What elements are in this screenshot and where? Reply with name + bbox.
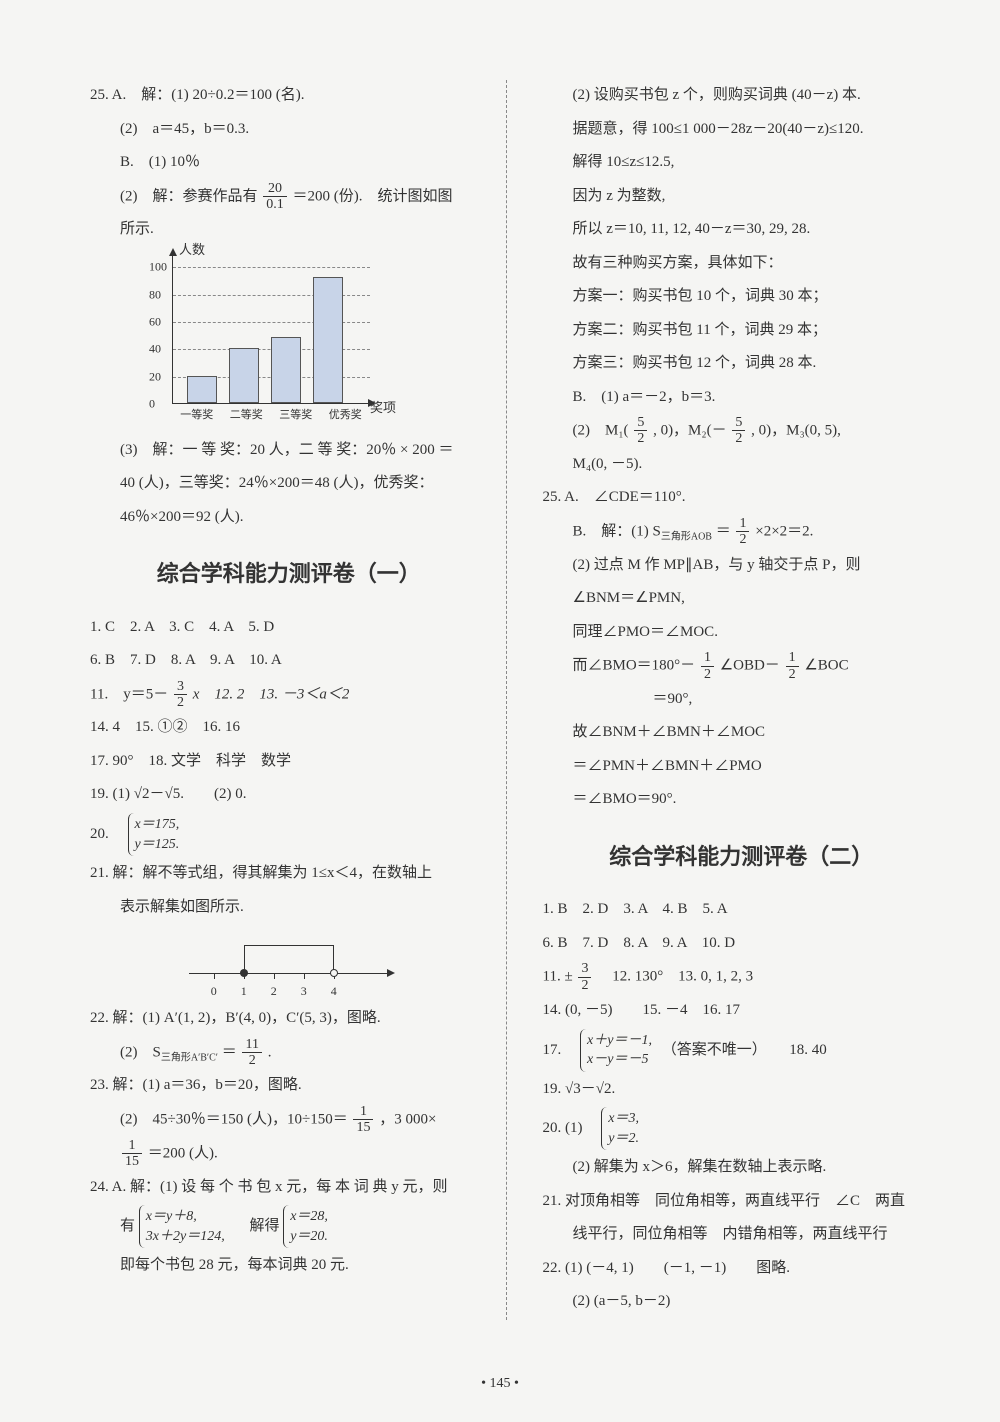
s1-q22a: 22. 解：(1) A′(1, 2)，B′(4, 0)，C′(5, 3)，图略. xyxy=(90,1003,488,1035)
r11: (2) M₁( 52 , 0)，M₂(－ 52 , 0)，M₃(0, 5), xyxy=(543,415,941,447)
r6: 故有三种购买方案，具体如下： xyxy=(543,248,941,280)
r3: 解得 10≤z≤12.5, xyxy=(543,147,941,179)
left-column: 25. A. 解：(1) 20÷0.2＝100 (名). (2) a＝45，b＝… xyxy=(90,80,507,1320)
fraction: 20 0.1 xyxy=(263,181,287,213)
r25a: 25. A. ∠CDE＝110°. xyxy=(543,482,941,514)
r25j: ＝∠BMO＝90°. xyxy=(543,784,941,816)
r8: 方案二：购买书包 11 个，词典 29 本； xyxy=(543,315,941,347)
numline-bracket xyxy=(244,945,334,973)
r25f: 而∠BMO＝180°－ 12 ∠OBD－ 12 ∠BOC xyxy=(543,650,941,682)
chart-area: 人数 奖项 204060801000 xyxy=(172,254,370,404)
page-number: • 145 • xyxy=(481,1376,519,1392)
s1-q14: 14. 4 15. ①② 16. 16 xyxy=(90,712,488,744)
r25h: 故∠BNM＋∠BMN＋∠MOC xyxy=(543,717,941,749)
r25d: ∠BNM＝∠PMN, xyxy=(543,583,941,615)
r4: 因为 z 为整数, xyxy=(543,181,941,213)
s1-q21b: 表示解集如图所示. xyxy=(90,892,488,924)
r12: M₄(0, －5). xyxy=(543,449,941,481)
bar-1 xyxy=(229,348,259,403)
q25-a-1: 25. A. 解：(1) 20÷0.2＝100 (名). xyxy=(90,80,488,112)
numline-axis xyxy=(189,973,389,974)
s1-q21a: 21. 解：解不等式组，得其解集为 1≤x＜4，在数轴上 xyxy=(90,858,488,890)
s1-q19: 19. (1) √2－√5. (2) 0. xyxy=(90,779,488,811)
s2-q11: 11. ± 32 12. 130° 13. 0, 1, 2, 3 xyxy=(543,961,941,993)
s1-q24a: 24. A. 解：(1) 设 每 个 书 包 x 元，每 本 词 典 y 元，则 xyxy=(90,1172,488,1204)
r2: 据题意，得 100≤1 000－28z－20(40－z)≤120. xyxy=(543,114,941,146)
r25c: (2) 过点 M 作 MP∥AB，与 y 轴交于点 P，则 xyxy=(543,550,941,582)
s1-row1: 1. C 2. A 3. C 4. A 5. D xyxy=(90,612,488,644)
q25-3a: (3) 解：一 等 奖：20 人，二 等 奖：20％ × 200 ＝ xyxy=(90,435,488,467)
s1-q22b: (2) S三角形A′B′C′ ＝ 112 . xyxy=(90,1037,488,1069)
r10: B. (1) a＝－2，b＝3. xyxy=(543,382,941,414)
r5: 所以 z＝10, 11, 12, 40－z＝30, 29, 28. xyxy=(543,214,941,246)
q25-b-1: B. (1) 10％ xyxy=(90,147,488,179)
s2-q20: 20. (1) x＝3, y＝2. xyxy=(543,1107,941,1150)
x-labels: 一等奖二等奖三等奖优秀奖 xyxy=(172,404,370,427)
s2-q19: 19. √3－√2. xyxy=(543,1074,941,1106)
s2-q21a: 21. 对顶角相等 同位角相等，两直线平行 ∠C 两直 xyxy=(543,1186,941,1218)
s1-q23b: (2) 45÷30％＝150 (人)，10÷150＝ 115 ，3 000× xyxy=(90,1104,488,1136)
s2-row1: 1. B 2. D 3. A 4. B 5. A xyxy=(543,894,941,926)
r25e: 同理∠PMO＝∠MOC. xyxy=(543,617,941,649)
q25-3c: 46％×200＝92 (人). xyxy=(90,502,488,534)
s2-row2: 6. B 7. D 8. A 9. A 10. D xyxy=(543,928,941,960)
s2-q22b: (2) (a－5, b－2) xyxy=(543,1286,941,1318)
s2-q17: 17. x＋y＝－1, x－y＝－5 （答案不唯一） 18. 40 xyxy=(543,1029,941,1072)
q25-a-2: (2) a＝45，b＝0.3. xyxy=(90,114,488,146)
s1-row2: 6. B 7. D 8. A 9. A 10. A xyxy=(90,645,488,677)
s1-q23a: 23. 解：(1) a＝36，b＝20，图略. xyxy=(90,1070,488,1102)
s2-q20b: (2) 解集为 x＞6，解集在数轴上表示略. xyxy=(543,1152,941,1184)
x-axis-title: 奖项 xyxy=(370,394,396,421)
s1-q11: 11. y＝5－ 32 x 12. 2 13. －3＜a＜2 xyxy=(90,679,488,711)
section-1-title: 综合学科能力测评卷（一） xyxy=(90,551,488,597)
r25i: ＝∠PMN＋∠BMN＋∠PMO xyxy=(543,751,941,783)
bar-3 xyxy=(313,277,343,402)
s1-q24c: 即每个书包 28 元，每本词典 20 元. xyxy=(90,1250,488,1282)
bar-2 xyxy=(271,337,301,402)
s1-q17: 17. 90° 18. 文学 科学 数学 xyxy=(90,746,488,778)
r25b: B. 解：(1) S三角形AOB ＝ 12 ×2×2＝2. xyxy=(543,516,941,548)
s1-q23c: 115 ＝200 (人). xyxy=(90,1138,488,1170)
s1-q20: 20. x＝175, y＝125. xyxy=(90,813,488,856)
r9: 方案三：购买书包 12 个，词典 28 本. xyxy=(543,348,941,380)
s2-q21b: 线平行，同位角相等 内错角相等，两直线平行 xyxy=(543,1219,941,1251)
s2-q14: 14. (0, －5) 15. －4 16. 17 xyxy=(543,995,941,1027)
s1-q24b: 有 x＝y＋8, 3x＋2y＝124, 解得 x＝28, y＝20. xyxy=(90,1205,488,1248)
brace: x＝175, y＝125. xyxy=(128,813,186,856)
y-axis-title: 人数 xyxy=(179,236,205,263)
number-line: 01234 xyxy=(189,933,389,993)
q25-3b: 40 (人)，三等奖：24％×200＝48 (人)，优秀奖： xyxy=(90,468,488,500)
r1: (2) 设购买书包 z 个，则购买词典 (40－z) 本. xyxy=(543,80,941,112)
s2-q22a: 22. (1) (－4, 1) (－1, －1) 图略. xyxy=(543,1253,941,1285)
section-2-title: 综合学科能力测评卷（二） xyxy=(543,834,941,880)
r7: 方案一：购买书包 10 个，词典 30 本； xyxy=(543,281,941,313)
q25-b-2-end: 所示. xyxy=(90,214,488,246)
q25-b-2: (2) 解：参赛作品有 20 0.1 ＝200 (份). 统计图如图 xyxy=(90,181,488,213)
right-column: (2) 设购买书包 z 个，则购买词典 (40－z) 本. 据题意，得 100≤… xyxy=(537,80,941,1320)
bar-chart: 人数 奖项 204060801000 一等奖二等奖三等奖优秀奖 xyxy=(150,254,370,427)
r25g: ＝90°, xyxy=(543,684,941,716)
page: 25. A. 解：(1) 20÷0.2＝100 (名). (2) a＝45，b＝… xyxy=(0,0,1000,1360)
bar-0 xyxy=(187,376,217,403)
